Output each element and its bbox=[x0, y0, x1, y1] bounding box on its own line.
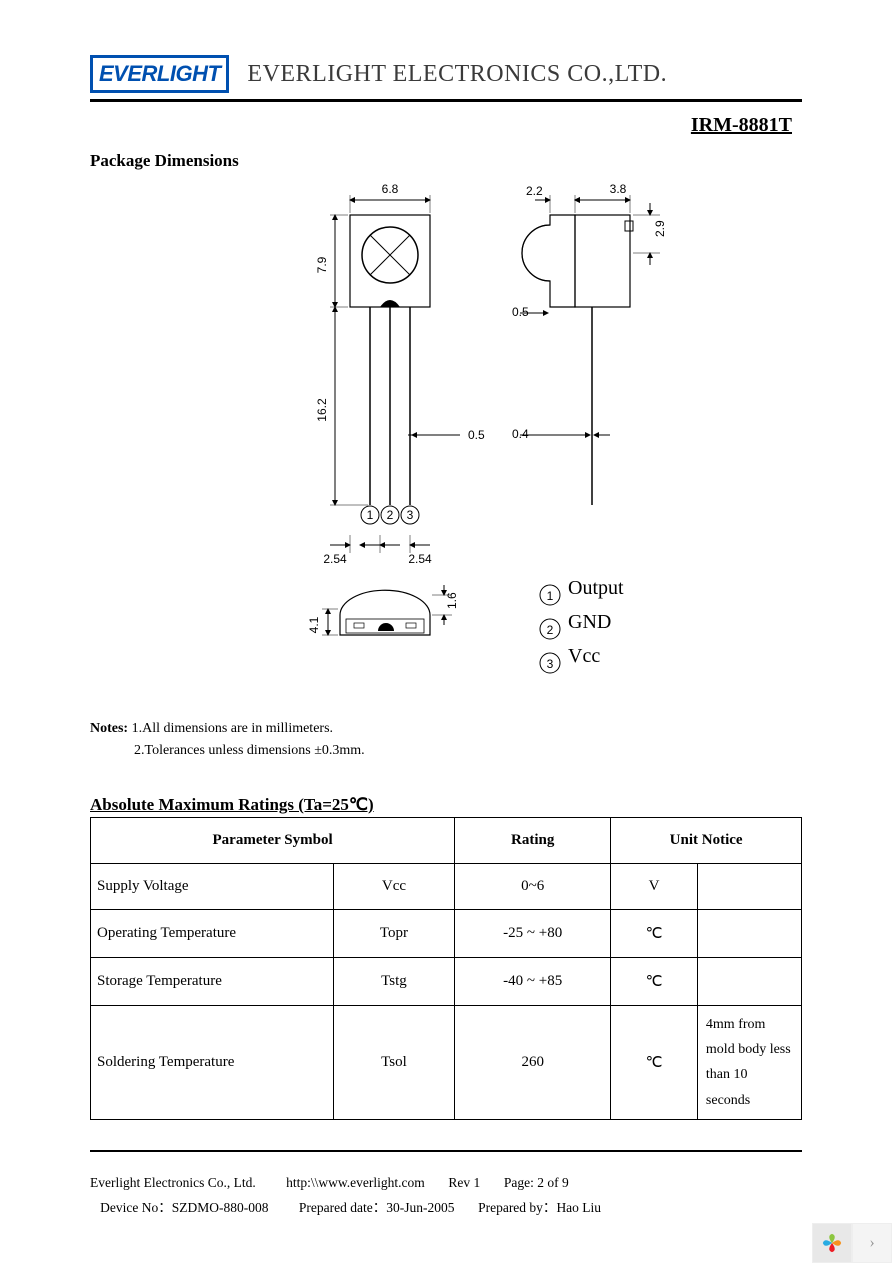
col-param-symbol: Parameter Symbol bbox=[91, 818, 455, 864]
footer: Everlight Electronics Co., Ltd. http:\\w… bbox=[90, 1170, 802, 1221]
header: EVERLIGHT EVERLIGHT ELECTRONICS CO.,LTD. bbox=[90, 55, 802, 93]
pin2: 2 bbox=[387, 508, 394, 522]
ratings-table: Parameter Symbol Rating Unit Notice Supp… bbox=[90, 817, 802, 1120]
svg-text:2.9: 2.9 bbox=[653, 220, 667, 237]
table-row: Supply Voltage Vcc 0~6 V bbox=[91, 864, 802, 910]
table-row: Operating Temperature Topr -25 ~ +80 ℃ bbox=[91, 910, 802, 958]
col-rating: Rating bbox=[455, 818, 611, 864]
svg-text:0.5: 0.5 bbox=[512, 305, 529, 319]
table-row: Storage Temperature Tstg -40 ~ +85 ℃ bbox=[91, 958, 802, 1006]
pin1-label: Output bbox=[568, 577, 624, 600]
table-row: Soldering Temperature Tsol 260 ℃ 4mm fro… bbox=[91, 1006, 802, 1120]
pin3: 3 bbox=[407, 508, 414, 522]
svg-text:16.2: 16.2 bbox=[315, 398, 329, 422]
corner-widget: › bbox=[812, 1223, 892, 1263]
svg-text:1.6: 1.6 bbox=[445, 592, 459, 609]
svg-text:2.2: 2.2 bbox=[526, 184, 543, 198]
logo: EVERLIGHT bbox=[90, 55, 229, 93]
corner-logo-icon[interactable] bbox=[812, 1223, 852, 1263]
svg-text:0.4: 0.4 bbox=[512, 427, 529, 441]
company-name: EVERLIGHT ELECTRONICS CO.,LTD. bbox=[247, 61, 667, 88]
corner-next-button[interactable]: › bbox=[852, 1223, 892, 1263]
chevron-right-icon: › bbox=[869, 1234, 874, 1252]
svg-text:2: 2 bbox=[547, 623, 554, 637]
col-unit-notice: Unit Notice bbox=[611, 818, 802, 864]
svg-text:3: 3 bbox=[547, 657, 554, 671]
pin2-label: GND bbox=[568, 611, 611, 634]
svg-text:7.9: 7.9 bbox=[315, 256, 329, 273]
package-diagram: 1 2 3 6.8 7.9 16.2 bbox=[230, 175, 770, 715]
svg-text:2.54: 2.54 bbox=[408, 552, 432, 566]
pin1: 1 bbox=[367, 508, 374, 522]
notes: Notes: 1.All dimensions are in millimete… bbox=[90, 721, 802, 759]
ratings-title: Absolute Maximum Ratings (Ta=25℃) bbox=[90, 795, 802, 815]
svg-text:4.1: 4.1 bbox=[307, 616, 321, 633]
svg-text:6.8: 6.8 bbox=[382, 182, 399, 196]
divider-top bbox=[90, 99, 802, 102]
divider-bottom bbox=[90, 1150, 802, 1152]
pin3-label: Vcc bbox=[568, 645, 600, 668]
svg-text:1: 1 bbox=[547, 589, 554, 603]
svg-text:0.5: 0.5 bbox=[468, 428, 485, 442]
part-number: IRM-8881T bbox=[90, 114, 792, 137]
svg-text:2.54: 2.54 bbox=[323, 552, 347, 566]
svg-text:3.8: 3.8 bbox=[610, 182, 627, 196]
section-title-package: Package Dimensions bbox=[90, 151, 802, 171]
